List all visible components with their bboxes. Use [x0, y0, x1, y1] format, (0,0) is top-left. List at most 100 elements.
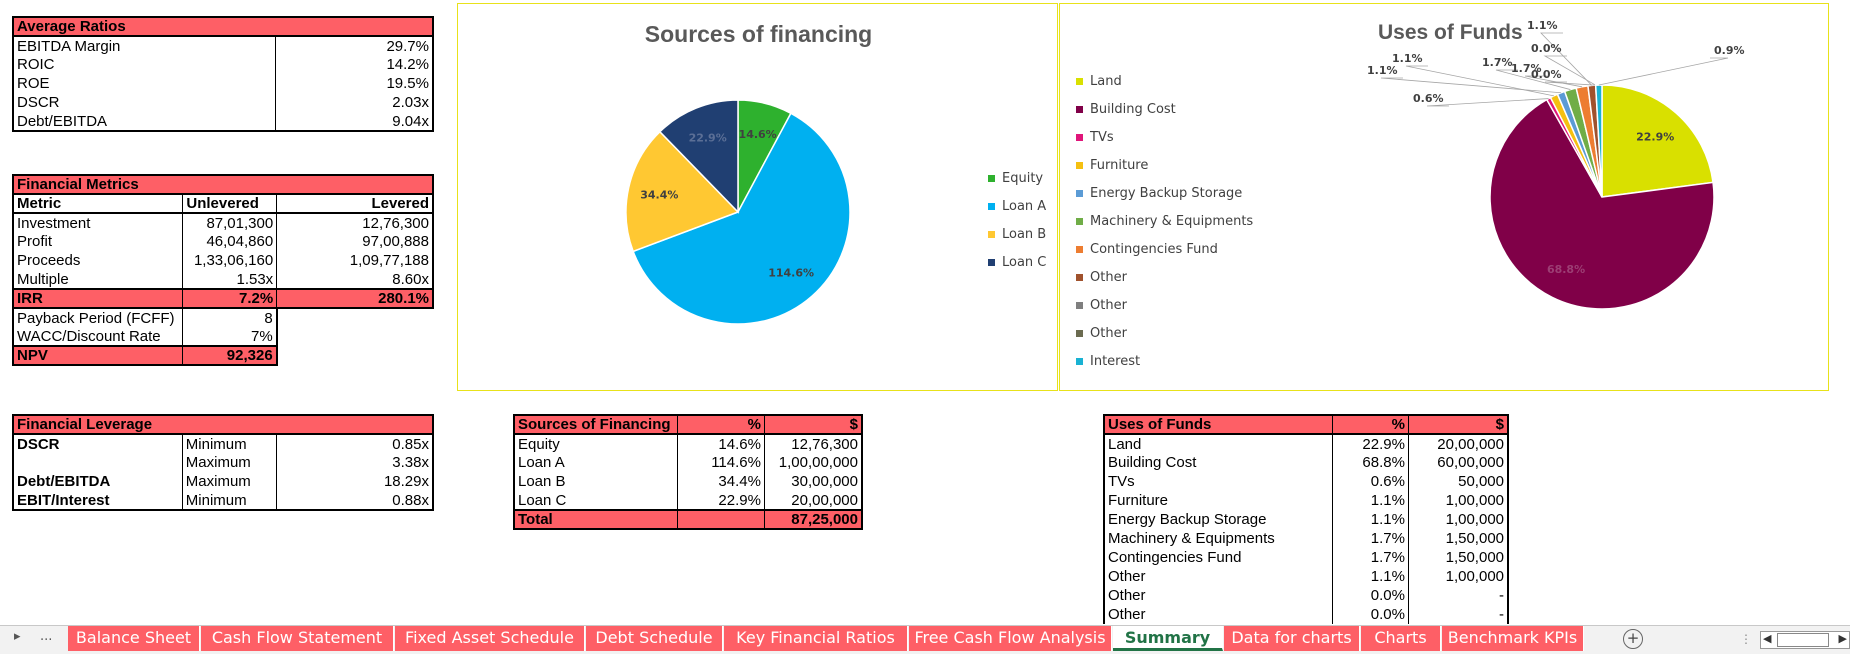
use-pct: 1.1% — [1332, 491, 1409, 510]
use-pct: 22.9% — [1332, 434, 1409, 453]
add-sheet-button[interactable]: + — [1623, 629, 1643, 649]
tab-fixed-asset-schedule[interactable]: Fixed Asset Schedule — [395, 626, 585, 651]
tab-balance-sheet[interactable]: Balance Sheet — [68, 626, 200, 651]
leverage-metric: Debt/EBITDA — [11, 472, 183, 491]
legend-item: Loan C — [988, 254, 1046, 271]
legend-item: Building Cost — [1076, 101, 1253, 118]
use-amt: 20,00,000 — [1407, 434, 1509, 453]
leverage-metric: EBIT/Interest — [11, 491, 183, 511]
tab-charts[interactable]: Charts — [1361, 626, 1441, 651]
source-label: Loan A — [513, 453, 678, 472]
source-pct: 22.9% — [677, 491, 765, 510]
legend-item: Loan A — [988, 198, 1046, 215]
sources-header-label: Sources of Financing — [513, 414, 678, 435]
use-amt: 1,00,000 — [1407, 510, 1509, 529]
use-amt: 60,00,000 — [1407, 453, 1509, 472]
scroll-left-icon[interactable]: ▸ — [14, 629, 21, 644]
source-pct: 14.6% — [677, 434, 765, 453]
source-amt: 12,76,300 — [763, 434, 863, 453]
legend-swatch — [1076, 190, 1083, 197]
more-tabs-ellipsis[interactable]: ... — [40, 629, 53, 644]
unlevered-value: 1.53x — [182, 270, 277, 289]
leverage-metric — [11, 453, 183, 472]
use-label: Furniture — [1103, 491, 1333, 510]
ratio-label: ROIC — [12, 55, 276, 74]
leverage-value: 3.38x — [275, 453, 434, 472]
tab-summary[interactable]: Summary — [1113, 626, 1223, 651]
data-label: 14.6% — [739, 128, 777, 141]
ratio-label: Debt/EBITDA — [12, 112, 276, 132]
data-label: 1.1% — [1392, 52, 1423, 65]
sources-header-pct: % — [677, 414, 765, 435]
unlevered-value: 87,01,300 — [182, 213, 277, 232]
uses-chart[interactable]: Uses of Funds Land Building Cost TVs Fur… — [1059, 3, 1829, 391]
source-pct: 34.4% — [677, 472, 765, 491]
tab-debt-schedule[interactable]: Debt Schedule — [586, 626, 723, 651]
levered-value: 8.60x — [276, 270, 435, 289]
legend-item: Furniture — [1076, 157, 1253, 174]
legend-swatch — [1076, 218, 1083, 225]
metric-label: Profit — [12, 232, 183, 251]
wacc-value: 7% — [182, 327, 278, 346]
financial-leverage-title: Financial Leverage — [12, 414, 434, 435]
legend-item: Contingencies Fund — [1076, 241, 1253, 258]
sources-total-label: Total — [513, 509, 678, 530]
use-pct: 1.1% — [1332, 567, 1409, 586]
use-label: TVs — [1103, 472, 1333, 491]
metric-label: Proceeds — [12, 251, 183, 270]
leader-line — [1544, 81, 1596, 86]
data-label: 0.0% — [1531, 68, 1562, 81]
tab-benchmark-kpis[interactable]: Benchmark KPIs — [1442, 626, 1584, 651]
irr-levered: 280.1% — [276, 288, 435, 309]
use-pct: 0.6% — [1332, 472, 1409, 491]
ratio-value: 19.5% — [275, 74, 435, 93]
leader-line — [1380, 77, 1562, 94]
legend-swatch — [1076, 106, 1083, 113]
scroll-right-arrow-icon[interactable]: ▶ — [1838, 632, 1847, 645]
tab-key-financial-ratios[interactable]: Key Financial Ratios — [724, 626, 908, 651]
use-label: Land — [1103, 434, 1333, 453]
leader-line — [1405, 65, 1555, 97]
leverage-type: Maximum — [181, 472, 277, 491]
data-label: 1.1% — [1527, 19, 1558, 32]
use-amt: - — [1407, 586, 1509, 605]
legend-swatch — [1076, 330, 1083, 337]
uses-pie-svg: 22.9%68.8%0.6%1.1%1.1%1.7%1.7%1.1%0.0%0.… — [1367, 19, 1745, 310]
pie-slice — [1489, 98, 1715, 310]
data-label: 34.4% — [640, 188, 678, 201]
ratio-label: DSCR — [12, 93, 276, 112]
use-label: Machinery & Equipments — [1103, 529, 1333, 548]
legend-swatch — [988, 175, 995, 182]
data-label: 0.0% — [1531, 42, 1562, 55]
unlevered-header: Unlevered — [182, 194, 277, 214]
ratio-value: 9.04x — [275, 112, 435, 132]
tab-free-cash-flow-analysis[interactable]: Free Cash Flow Analysis — [909, 626, 1112, 651]
leader-line — [1426, 98, 1549, 107]
legend-label: Equity — [1002, 171, 1044, 186]
use-label: Other — [1103, 605, 1333, 624]
tab-data-for-charts[interactable]: Data for charts — [1224, 626, 1360, 651]
horizontal-scroll-separator: ⋮ — [1740, 632, 1752, 646]
scrollbar-thumb[interactable] — [1777, 633, 1829, 647]
pie-slice — [1601, 84, 1714, 198]
data-label: 22.9% — [689, 131, 727, 144]
levered-value: 97,00,888 — [276, 232, 435, 251]
use-amt: 1,00,000 — [1407, 491, 1509, 510]
use-label: Other — [1103, 567, 1333, 586]
sources-total-amt: 87,25,000 — [763, 509, 863, 530]
pie-slice — [658, 99, 739, 214]
metric-header: Metric — [12, 194, 183, 214]
data-label: 68.8% — [1547, 263, 1585, 276]
data-label: 1.7% — [1511, 62, 1542, 75]
scroll-left-arrow-icon[interactable]: ◀ — [1763, 632, 1772, 645]
sources-of-financing-table: Sources of Financing% $ Equity 14.6% 12,76,… — [513, 414, 863, 530]
legend-label: Interest — [1090, 354, 1141, 369]
sources-chart-title: Sources of financing — [644, 21, 873, 47]
tab-cash-flow-statement[interactable]: Cash Flow Statement — [201, 626, 394, 651]
npv-label: NPV — [12, 345, 183, 366]
use-amt: 1,00,000 — [1407, 567, 1509, 586]
use-label: Energy Backup Storage — [1103, 510, 1333, 529]
leader-line — [1495, 69, 1571, 90]
horizontal-scrollbar[interactable]: ◀ ▶ — [1760, 631, 1850, 649]
sources-chart[interactable]: Sources of financing 14.6% 114.6% 34.4% 22.… — [457, 3, 1058, 391]
